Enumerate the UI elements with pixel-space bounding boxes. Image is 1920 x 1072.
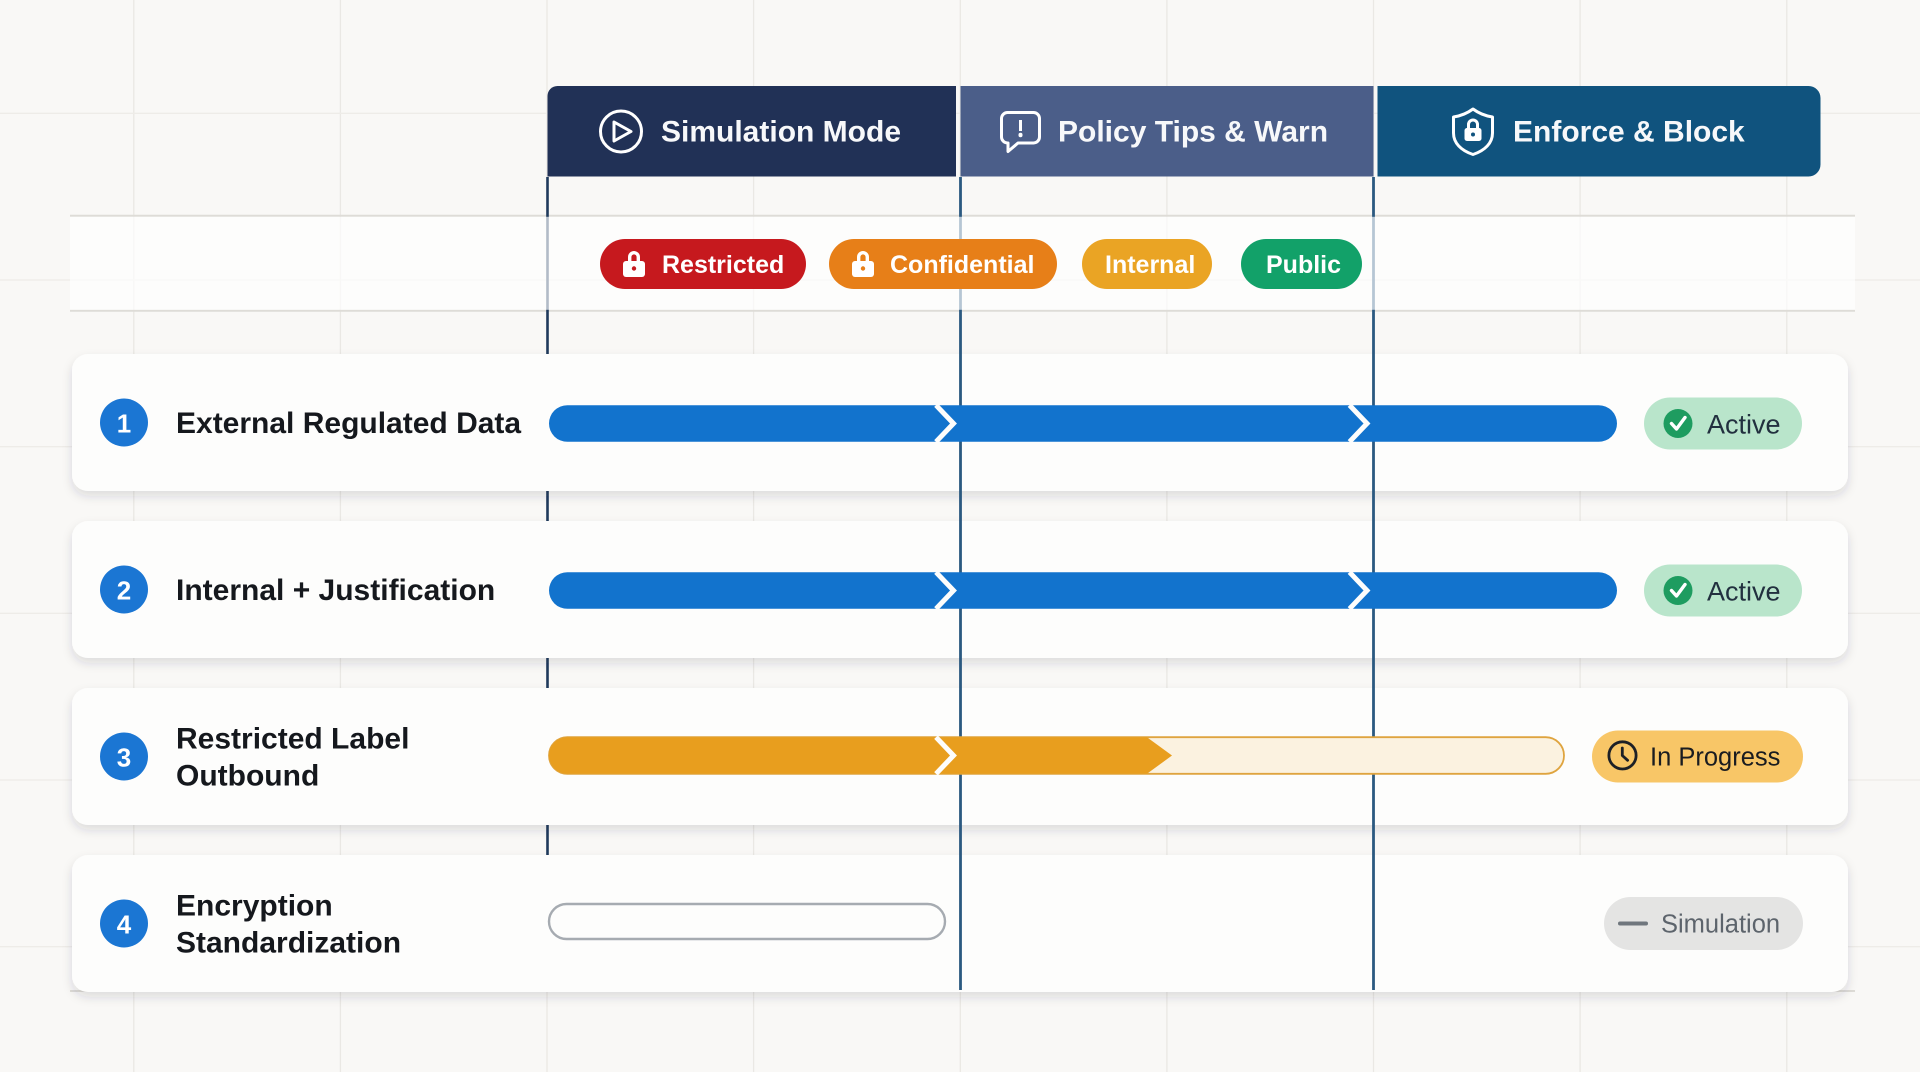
svg-text:Internal + Justification: Internal + Justification (176, 574, 495, 607)
svg-text:Policy Tips & Warn: Policy Tips & Warn (1058, 116, 1328, 149)
svg-text:Encryption: Encryption (176, 890, 333, 923)
svg-text:External Regulated Data: External Regulated Data (176, 407, 521, 440)
svg-text:Restricted: Restricted (662, 251, 784, 279)
svg-text:Active: Active (1707, 410, 1781, 440)
svg-text:Restricted Label: Restricted Label (176, 723, 409, 756)
svg-text:Active: Active (1707, 577, 1781, 607)
svg-text:In Progress: In Progress (1650, 744, 1780, 772)
svg-text:Outbound: Outbound (176, 760, 319, 793)
svg-text:Public: Public (1266, 251, 1341, 279)
svg-text:Internal: Internal (1105, 251, 1195, 279)
svg-text:3: 3 (117, 743, 131, 773)
svg-text:Enforce & Block: Enforce & Block (1513, 116, 1745, 149)
svg-text:Confidential: Confidential (890, 251, 1034, 279)
svg-text:2: 2 (117, 576, 131, 606)
svg-text:4: 4 (117, 910, 132, 940)
svg-text:Standardization: Standardization (176, 927, 401, 960)
svg-text:1: 1 (117, 409, 131, 439)
svg-text:Simulation Mode: Simulation Mode (661, 116, 901, 149)
svg-text:Simulation: Simulation (1661, 911, 1780, 939)
